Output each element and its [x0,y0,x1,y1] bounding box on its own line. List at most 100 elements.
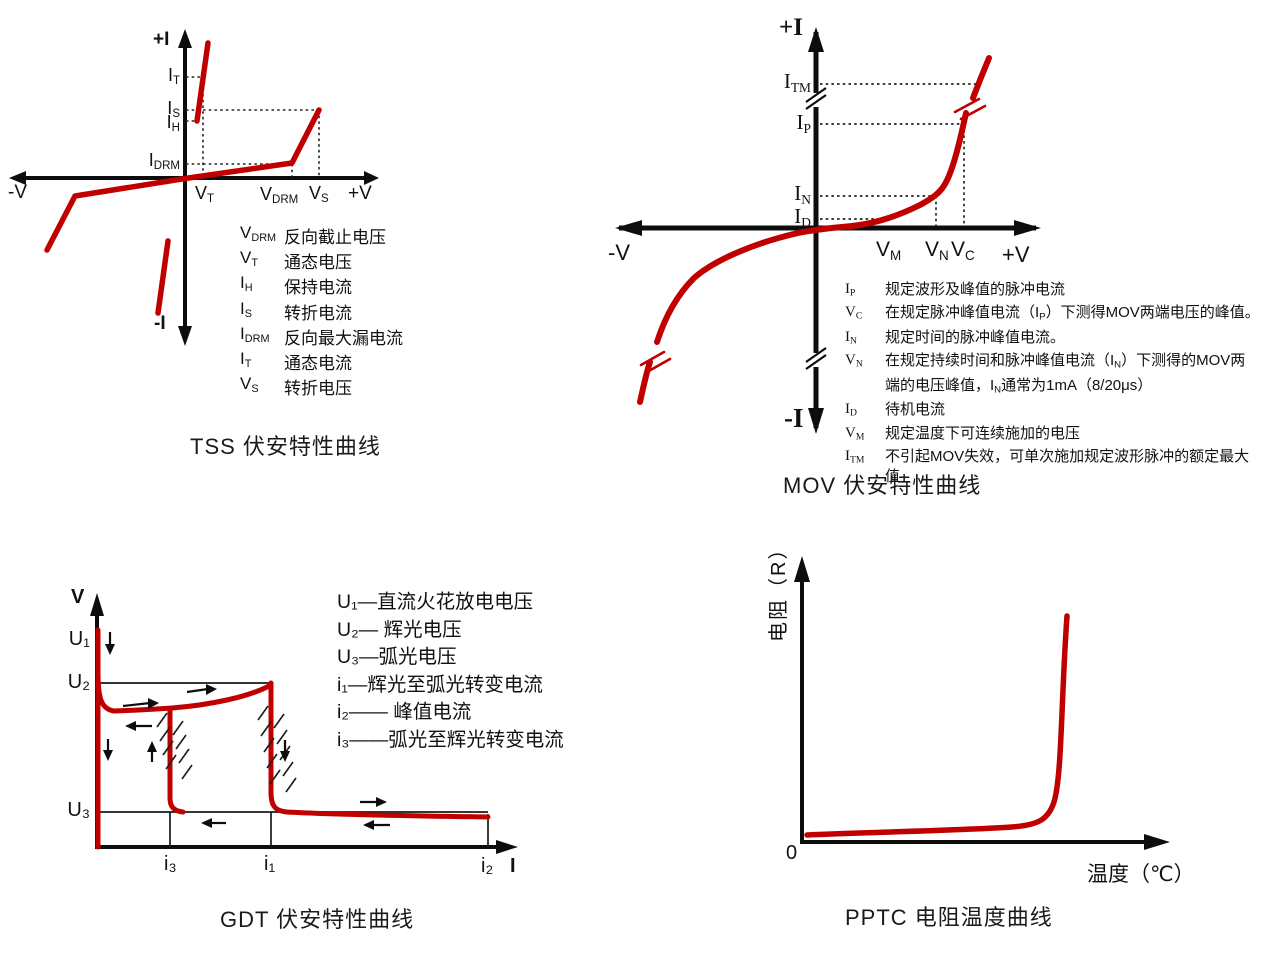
gdt-hatch-marks [156,705,297,793]
mov-legend-term: VC [845,304,863,323]
mov-legend-row: IN 规定时间的脉冲峰值电流。 [845,328,1263,351]
tss-vs-label: VS [309,183,329,206]
gdt-i2-label: i₂ [481,855,494,877]
pptc-axes [794,556,1170,850]
gdt-u2-label: U₂ [67,671,90,693]
gdt-legend-row: U₃—弧光电压 [337,646,457,668]
mov-legend-definition: 规定温度下可连续施加的电压 [885,424,1081,442]
tss-ih-label: IH [166,112,180,135]
tss-legend-row: VDRM 反向截止电压 [240,223,403,248]
tss-pos-v-label: +V [348,183,372,204]
mov-legend-definition: 不引起MOV失效，可单次施加规定波形脉冲的额定最大值 [885,448,1250,486]
tss-legend-term: IH [240,273,253,295]
tss-legend-definition: 通态电压 [284,253,352,273]
mov-pos-v-label: +V [1002,242,1030,267]
tss-pos-i-label: +I [153,29,170,50]
gdt-legend-row: i₂—— 峰值电流 [337,701,472,723]
gdt-caption: GDT 伏安特性曲线 [220,907,415,932]
tss-legend-row: IDRM 反向最大漏电流 [240,324,403,349]
pptc-plot [794,556,1170,850]
mov-legend-definition: 规定时间的脉冲峰值电流。 [885,328,1066,346]
mov-legend-row: ID 待机电流 [845,400,1263,423]
tss-legend-term: IDRM [240,323,270,345]
gdt-legend-row: U₁—直流火花放电电压 [337,591,534,613]
tss-dotted-guides [186,76,320,177]
mov-vn-label: VN [925,238,949,263]
mov-vm-label: VM [876,238,902,263]
tss-legend-definition: 转折电流 [284,303,352,323]
mov-legend-term: ITM [845,448,865,467]
tss-neg-i-label: -I [154,313,166,334]
mov-legend-term: ID [845,401,857,420]
tss-legend: VDRM 反向截止电压 VT 通态电压 IH 保持电流 IS 转折电流 IDRM… [240,223,403,399]
pptc-origin-label: 0 [786,842,798,864]
tss-legend-definition: 保持电流 [284,278,352,298]
gdt-u3-label: U₃ [67,799,90,821]
tss-legend-term: VT [240,248,258,270]
gdt-i1-label: i₁ [264,853,276,875]
gdt-legend-row: i₁—辉光至弧光转变电流 [337,673,543,696]
tss-legend-row: VS 转折电压 [240,374,403,399]
pptc-y-axis-label: 电阻（R） [768,537,790,642]
gdt-direction-arrows [103,632,390,830]
tss-legend-definition: 转折电压 [284,379,352,399]
mov-legend-term: IN [845,328,857,347]
mov-legend-definition: 待机电流 [885,401,946,419]
gdt-i3-label: i₃ [164,853,177,875]
mov-legend-row: ITM 不引起MOV失效，可单次施加规定波形脉冲的额定最大值 [845,447,1263,487]
tss-idrm-label: IDRM [148,150,180,173]
mov-itm-label: ITM [783,69,811,95]
tss-plot [9,29,379,346]
tss-is-label: IS [167,98,180,121]
mov-legend: IP 规定波形及峰值的脉冲电流 VC 在规定脉冲峰值电流（IP）下测得MOV两端… [845,280,1263,487]
mov-curve [637,55,992,405]
gdt-v-axis-label: V [71,586,85,608]
mov-neg-i-label: -I [784,403,804,433]
tss-it-label: IT [167,65,180,88]
mov-legend-row: VM 规定温度下可连续施加的电压 [845,424,1263,447]
mov-legend-definition: 在规定持续时间和脉冲峰值电流（IN）下测得的MOV两 端的电压峰值，IN通常为1m… [885,352,1246,396]
mov-legend-row: IP 规定波形及峰值的脉冲电流 [845,280,1263,303]
mov-pos-i-label: +I [779,14,803,41]
gdt-legend-row: U₂— 辉光电压 [337,618,462,641]
tss-legend-row: IS 转折电流 [240,299,403,324]
gdt-u1-label: U₁ [68,628,90,650]
mov-caption: MOV 伏安特性曲线 [783,473,982,498]
gdt-curve [95,627,491,850]
mov-legend-term: VM [845,424,865,443]
tss-legend-definition: 反向截止电压 [284,228,386,247]
mov-neg-v-label: -V [608,240,630,265]
tss-legend-definition: 反向最大漏电流 [284,328,403,348]
tss-caption: TSS 伏安特性曲线 [190,434,381,459]
tss-curve [44,40,322,316]
mov-plot [615,27,1041,434]
pptc-caption: PPTC 电阻温度曲线 [845,905,1053,930]
mov-legend-definition: 规定波形及峰值的脉冲电流 [885,281,1066,298]
tss-vt-label: VT [195,183,215,206]
tss-legend-definition: 通态电流 [284,353,352,373]
mov-id-label: ID [794,204,811,230]
tss-legend-term: IS [240,298,252,320]
tss-legend-row: VT 通态电压 [240,248,403,273]
mov-in-label: IN [794,181,811,207]
mov-legend-row: VC 在规定脉冲峰值电流（IP）下测得MOV两端电压的峰值。 [845,303,1263,327]
mov-legend-term: VN [845,352,863,371]
gdt-i-axis-label: I [510,855,516,877]
mov-legend-row: VN 在规定持续时间和脉冲峰值电流（IN）下测得的MOV两 端的电压峰值，IN通常… [845,351,1263,400]
tss-neg-v-label: -V [8,182,27,203]
tss-vdrm-label: VDRM [260,184,299,207]
tss-legend-term: VS [240,374,259,396]
tss-legend-term: IT [240,348,252,370]
tss-legend-term: VDRM [240,223,277,245]
tss-legend-row: IT 通态电流 [240,349,403,374]
mov-axis-breaks [805,87,827,370]
gdt-legend: U₁—直流火花放电电压 U₂— 辉光电压 U₃—弧光电压 i₁—辉光至弧光转变电… [337,589,564,754]
gdt-legend-row: i₃——弧光至辉光转变电流 [337,728,564,751]
mov-legend-definition: 在规定脉冲峰值电流（IP）下测得MOV两端电压的峰值。 [885,304,1260,324]
mov-legend-term: IP [845,281,856,299]
mov-dotted-guides [820,83,976,226]
pptc-x-axis-label: 温度（℃） [1087,863,1195,886]
gdt-plot [90,593,518,854]
pptc-curve [804,613,1070,838]
